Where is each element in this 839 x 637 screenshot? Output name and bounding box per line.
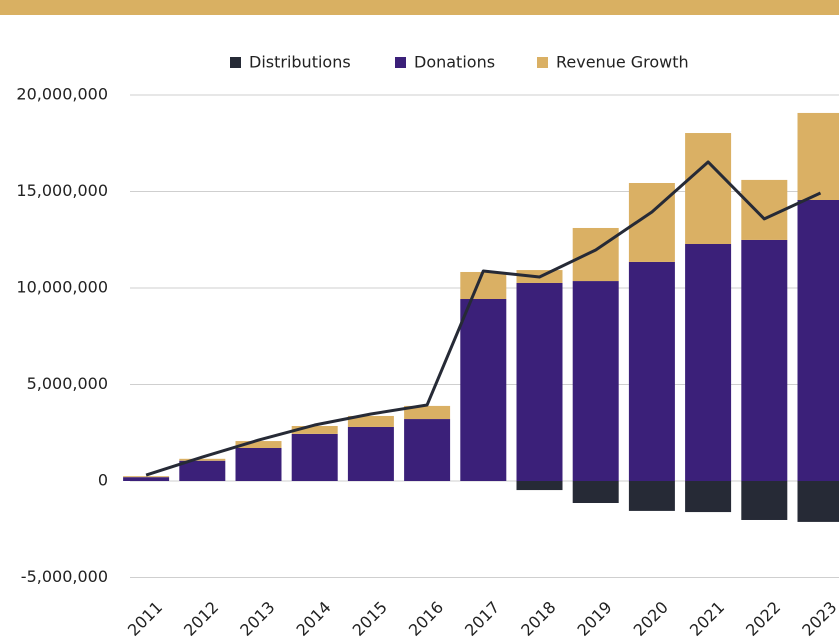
- y-tick-label: 20,000,000: [16, 85, 108, 104]
- bar: [291, 433, 338, 481]
- bar: [685, 243, 732, 481]
- y-tick-label: -5,000,000: [21, 567, 108, 586]
- bar: [404, 419, 451, 481]
- legend: Distributions Donations Revenue Growth: [230, 53, 689, 72]
- x-tick-label: 2014: [292, 598, 334, 637]
- bar: [741, 179, 788, 240]
- y-tick-label: 5,000,000: [27, 374, 108, 393]
- bar: [179, 458, 226, 461]
- y-tick-label: 10,000,000: [16, 278, 108, 297]
- legend-swatch: [537, 57, 548, 68]
- x-tick-label: 2019: [573, 598, 615, 637]
- bar: [685, 481, 732, 513]
- x-tick-label: 2017: [461, 598, 503, 637]
- y-tick-label: 0: [98, 471, 108, 490]
- legend-label: Distributions: [249, 53, 351, 72]
- bar: [123, 476, 170, 478]
- top-band: [0, 0, 839, 15]
- x-tick-label: 2011: [124, 598, 166, 637]
- bar: [347, 426, 394, 481]
- bar: [572, 227, 619, 282]
- bar: [123, 477, 170, 481]
- bar: [685, 133, 732, 244]
- line: [145, 160, 822, 477]
- bar: [516, 481, 563, 491]
- legend-swatch: [395, 57, 406, 68]
- bar: [741, 481, 788, 520]
- plot: [123, 112, 839, 522]
- x-tick-label: 2012: [180, 598, 222, 637]
- bar: [797, 199, 839, 481]
- y-tick-label: 15,000,000: [16, 181, 108, 200]
- bar: [404, 405, 451, 420]
- bar: [179, 460, 226, 481]
- x-tick-label: 2023: [798, 598, 839, 637]
- bar: [628, 261, 675, 481]
- x-tick-label: 2015: [349, 598, 391, 637]
- bar: [741, 239, 788, 481]
- bar: [628, 481, 675, 511]
- legend-label: Donations: [414, 53, 495, 72]
- bar: [291, 425, 338, 434]
- bar: [235, 447, 282, 481]
- bar: [797, 112, 839, 200]
- x-tick-label: 2013: [236, 598, 278, 637]
- legend-label: Revenue Growth: [556, 53, 689, 72]
- bar: [572, 481, 619, 504]
- bar: [460, 299, 507, 481]
- x-tick-label: 2021: [686, 598, 728, 637]
- legend-swatch: [230, 57, 241, 68]
- bar: [235, 441, 282, 448]
- bar: [460, 271, 507, 300]
- x-tick-label: 2018: [517, 598, 559, 637]
- x-tick-label: 2016: [405, 598, 447, 637]
- bar: [516, 282, 563, 481]
- x-tick-label: 2020: [630, 598, 672, 637]
- bar: [572, 281, 619, 481]
- bar: [797, 481, 839, 522]
- x-tick-label: 2022: [742, 598, 784, 637]
- bar: [347, 415, 394, 427]
